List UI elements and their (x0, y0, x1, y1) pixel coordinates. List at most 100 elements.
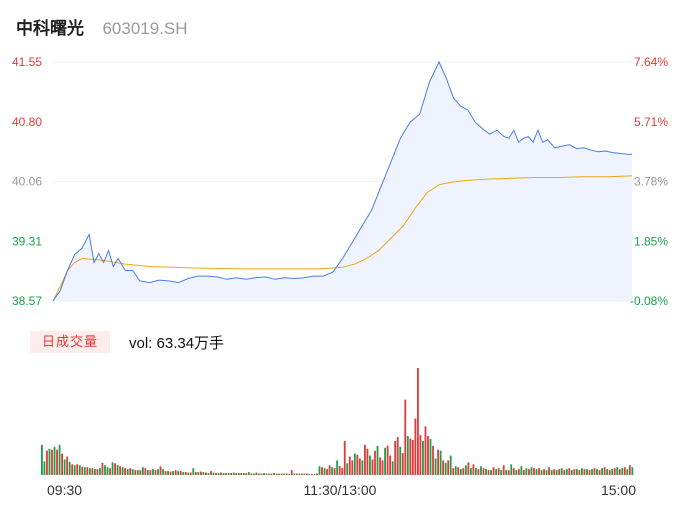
volume-bar (603, 467, 606, 475)
volume-bar (323, 468, 326, 475)
volume-bar (631, 467, 634, 475)
volume-bar (459, 469, 462, 475)
right-tick-label: 1.85% (634, 234, 668, 248)
volume-bar (555, 470, 558, 475)
volume-bar (346, 463, 349, 475)
daily-volume-tab[interactable]: 日成交量 (30, 331, 110, 353)
volume-bar (522, 470, 525, 475)
volume-bar (475, 468, 477, 475)
volume-bar (611, 469, 614, 475)
volume-bar (134, 470, 137, 475)
volume-bar (210, 471, 212, 475)
volume-bar (616, 467, 619, 475)
volume-bar (268, 473, 270, 475)
volume-bar (401, 453, 404, 475)
volume-bar (81, 466, 84, 475)
average-price-line (52, 175, 633, 302)
volume-bar (540, 470, 543, 475)
left-axis-ticks: 41.55 40.80 40.06 39.31 38.57 (12, 55, 42, 308)
volume-bar (480, 466, 482, 475)
volume-bar (548, 467, 551, 475)
volume-bar (409, 438, 412, 475)
volume-bar (462, 468, 465, 475)
stock-header: 中科曙光 603019.SH (16, 14, 188, 38)
volume-bar (99, 468, 101, 475)
volume-bar (154, 470, 157, 475)
volume-bar (575, 469, 578, 475)
volume-bar (119, 466, 122, 475)
volume-bar (76, 464, 79, 475)
volume-bar (596, 469, 598, 475)
volume-bar (573, 469, 576, 475)
volume-bar (285, 473, 288, 475)
volume-bar (258, 473, 260, 475)
volume-bar (422, 440, 424, 475)
time-tick-label: 11:30/13:00 (304, 482, 377, 498)
volume-bar (56, 449, 58, 475)
volume-bar (560, 468, 563, 475)
volume-bar (439, 450, 442, 475)
volume-bar (331, 467, 334, 475)
volume-bar (104, 465, 106, 475)
volume-bar (230, 473, 233, 475)
volume-bar (86, 467, 89, 475)
volume-bar (179, 471, 182, 475)
volume-bar (169, 471, 172, 475)
volume-bar (606, 469, 609, 475)
volume-bar (341, 468, 344, 475)
volume-bar (270, 473, 273, 475)
volume-bar (174, 470, 177, 475)
volume-bar (220, 472, 222, 475)
volume-bar (487, 470, 490, 475)
volume-bar (114, 463, 116, 475)
volume-bar (194, 472, 197, 475)
volume-bar (126, 469, 129, 475)
volume-bar (265, 473, 268, 475)
volume-bar (263, 473, 265, 475)
right-axis-ticks: 7.64% 5.71% 3.78% 1.85% -0.08% (630, 55, 668, 308)
volume-bar (255, 472, 258, 475)
volume-bar (586, 469, 588, 475)
volume-bar (608, 470, 611, 475)
volume-bar (583, 469, 586, 475)
volume-bar (588, 470, 591, 475)
volume-bar (316, 473, 318, 475)
volume-bar (111, 462, 114, 475)
volume-bar (517, 469, 520, 475)
volume-bar (472, 464, 475, 475)
right-tick-label: 5.71% (634, 115, 668, 129)
volume-bar (512, 468, 515, 475)
volume-bar (293, 473, 296, 475)
volume-bar (300, 473, 303, 475)
volume-bar (187, 472, 190, 475)
volume-bar (93, 469, 96, 475)
volume-bar (568, 468, 571, 475)
left-tick-label: 38.57 (12, 294, 42, 308)
volume-bar (207, 473, 210, 475)
volume-bar (280, 473, 283, 475)
volume-bar (432, 445, 434, 475)
volume-bar (497, 468, 500, 475)
volume-bars (41, 368, 634, 475)
volume-bar (520, 466, 523, 475)
volume-bar (278, 473, 281, 475)
volume-bar (502, 465, 505, 475)
volume-bar (490, 470, 492, 475)
volume-bar (83, 467, 86, 475)
volume-bar (162, 469, 164, 475)
volume-bar (593, 468, 596, 475)
time-axis-ticks: 09:30 11:30/13:00 15:00 (47, 482, 636, 498)
volume-bar (152, 469, 154, 475)
price-area (53, 62, 632, 301)
volume-bar (159, 466, 162, 475)
volume-bar (295, 473, 298, 475)
volume-bar (71, 464, 74, 475)
volume-bar (247, 472, 250, 475)
volume-bar (66, 456, 69, 475)
volume-bar (240, 473, 243, 475)
volume-bar (429, 439, 432, 475)
volume-bar (578, 470, 581, 475)
volume-bar (623, 467, 626, 475)
volume-bar (242, 473, 245, 475)
volume-bar (530, 467, 533, 475)
